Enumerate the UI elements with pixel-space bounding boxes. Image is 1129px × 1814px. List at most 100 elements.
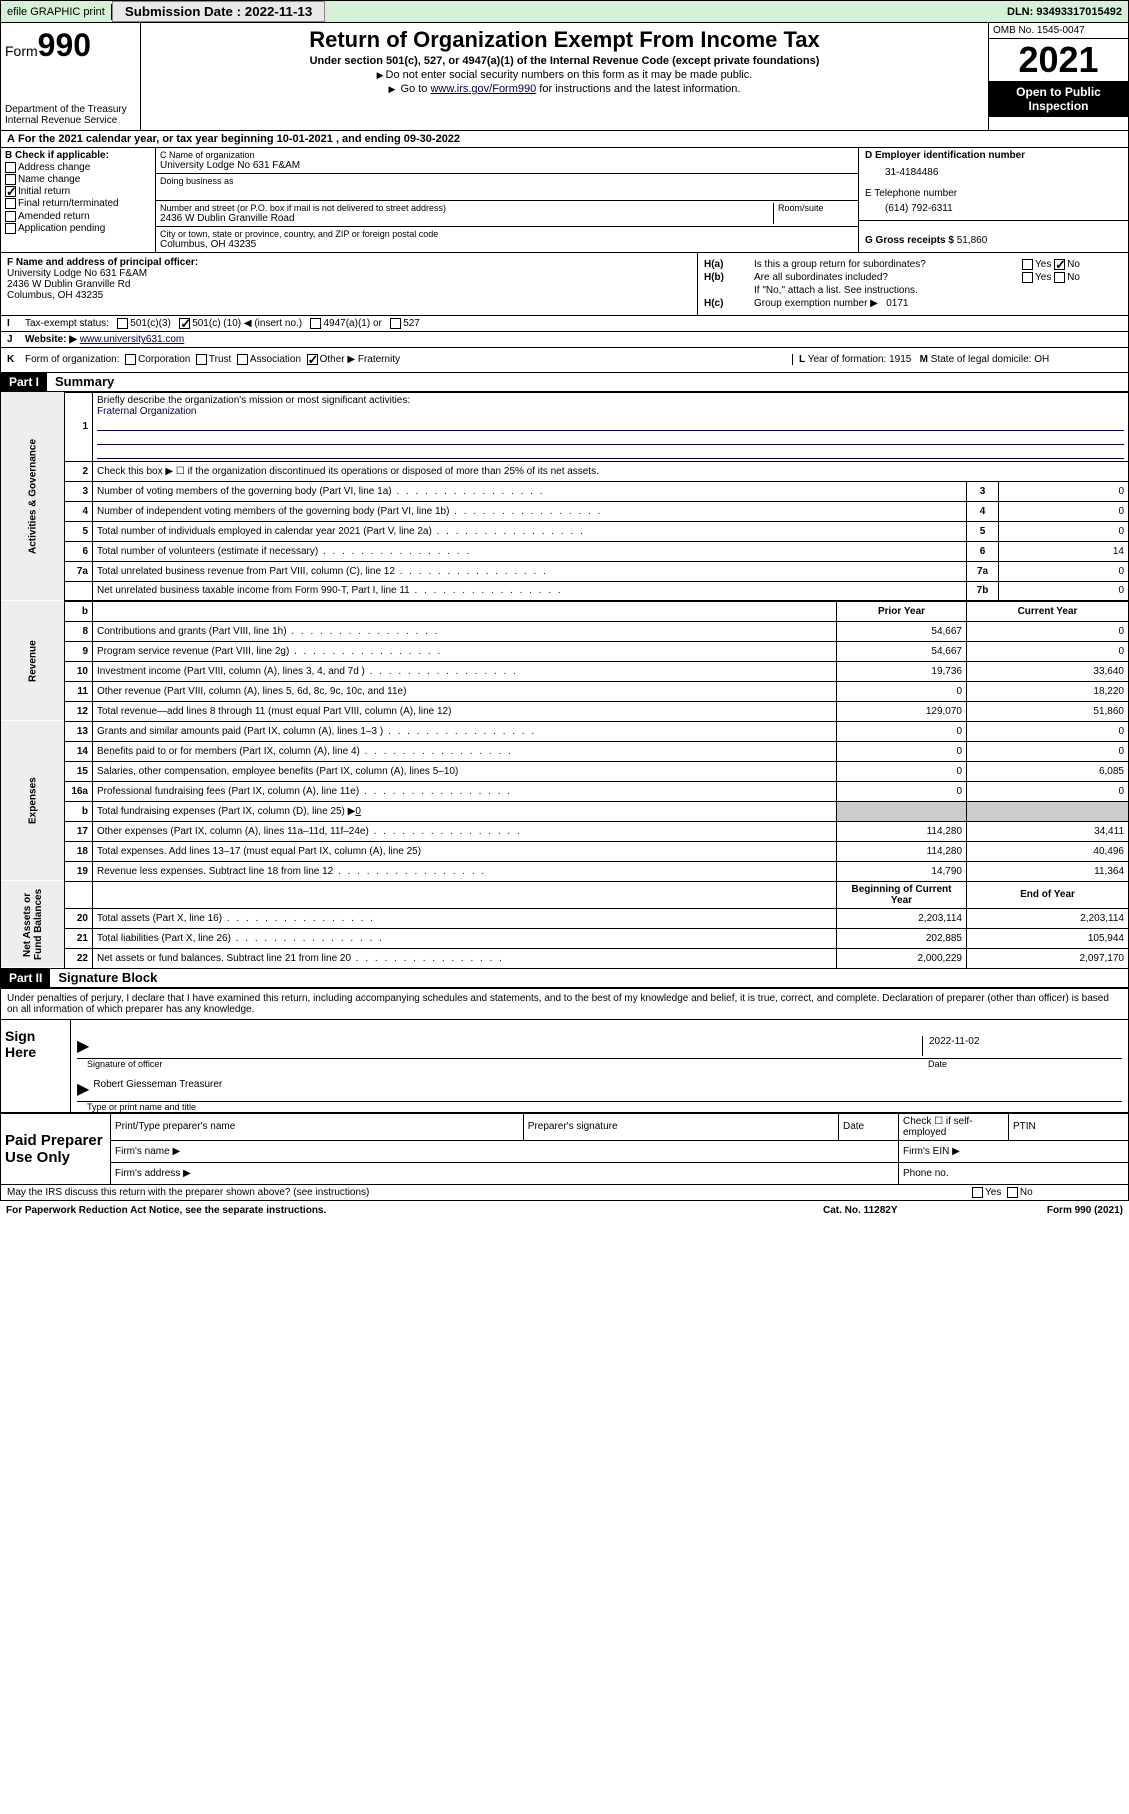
line-7b-val: 0 [999,581,1129,601]
side-activities: Activities & Governance [1,392,65,601]
mission-text: Fraternal Organization [97,406,197,417]
ha-answer: Yes No [1022,259,1122,270]
ein-cell: D Employer identification number 31-4184… [859,148,1128,186]
gross-cell: G Gross receipts $ 51,860 [859,221,1128,248]
part-2-label: Part II [1,969,50,987]
box-c: C Name of organization University Lodge … [156,148,858,252]
subtitle-3: Go to www.irs.gov/Form990 for instructio… [149,83,980,95]
pra-label: For Paperwork Reduction Act Notice, see … [6,1205,823,1216]
dept-label: Department of the Treasury Internal Reve… [5,104,136,126]
hc-value: 0171 [886,298,908,309]
form-title: Return of Organization Exempt From Incom… [149,27,980,53]
city-label: City or town, state or province, country… [160,229,854,239]
line-2: Check this box ▶ ☐ if the organization d… [93,461,1129,481]
cb-name-change[interactable]: Name change [5,174,151,185]
officer-addr1: 2436 W Dublin Granville Rd [7,279,130,290]
hc-question: Group exemption number ▶ 0171 [754,298,1122,309]
cb-app-pending[interactable]: Application pending [5,223,151,234]
row-j: J Website: ▶ www.university631.com [0,332,1129,348]
part-1-header: Part I Summary [0,373,1129,392]
form-no-label: Form 990 (2021) [973,1205,1123,1216]
prep-label: Paid Preparer Use Only [1,1113,111,1184]
officer-addr2: Columbus, OH 43235 [7,290,103,301]
box-f-label: F Name and address of principal officer: [7,257,198,268]
org-name-value: University Lodge No 631 F&AM [160,160,854,171]
prep-ptin-label: PTIN [1009,1113,1129,1140]
discuss-answer: Yes No [972,1187,1122,1198]
header-right: OMB No. 1545-0047 2021 Open to Public In… [988,23,1128,130]
preparer-table: Paid Preparer Use Only Print/Type prepar… [0,1113,1129,1185]
prep-selfemp-label: Check ☐ if self-employed [899,1113,1009,1140]
line-4-val: 0 [999,501,1129,521]
row-j-content: Website: ▶ www.university631.com [25,334,1122,345]
prep-sig-label: Preparer's signature [523,1113,838,1140]
form-num: 990 [38,27,91,63]
firm-ein-label: Firm's EIN ▶ [899,1140,1129,1162]
row-k-label: K [7,354,25,365]
sig-declaration: Under penalties of perjury, I declare th… [1,989,1128,1020]
subtitle-2: Do not enter social security numbers on … [149,69,980,81]
line-7a-val: 0 [999,561,1129,581]
side-revenue: Revenue [1,601,65,721]
cat-label: Cat. No. 11282Y [823,1205,973,1216]
hb-note: If "No," attach a list. See instructions… [704,285,1122,296]
row-i: I Tax-exempt status: 501(c)(3) 501(c) (1… [0,316,1129,332]
discuss-row: May the IRS discuss this return with the… [0,1185,1129,1201]
sig-arrow-icon: ▶ [77,1036,89,1056]
firm-addr-label: Firm's address ▶ [111,1162,899,1184]
hc-label: H(c) [704,298,754,309]
omb-label: OMB No. 1545-0047 [989,23,1128,39]
form-header: Form990 Department of the Treasury Inter… [0,23,1129,131]
line-4-label: Number of independent voting members of … [97,506,449,517]
row-j-label: J [7,334,25,345]
cb-addr-change[interactable]: Address change [5,162,151,173]
addr-cell: Number and street (or P.O. box if mail i… [156,201,858,227]
line-3-val: 0 [999,481,1129,501]
period-row: A For the 2021 calendar year, or tax yea… [0,131,1129,148]
org-name-cell: C Name of organization University Lodge … [156,148,858,174]
city-value: Columbus, OH 43235 [160,239,854,250]
gross-value: 51,860 [957,235,988,246]
ein-label: D Employer identification number [865,150,1025,161]
website-link[interactable]: www.university631.com [80,334,184,345]
hb-answer: Yes No [1022,272,1122,283]
org-name-label: C Name of organization [160,150,854,160]
ein-value: 31-4184486 [865,161,1122,184]
cb-initial[interactable]: Initial return [5,186,151,197]
side-expenses: Expenses [1,721,65,881]
irs-link[interactable]: www.irs.gov/Form990 [430,83,536,95]
addr-value: 2436 W Dublin Granville Road [160,213,773,224]
box-b-label: B Check if applicable: [5,150,109,161]
summary-table: Activities & Governance 1 Briefly descri… [0,392,1129,969]
row-lm: L Year of formation: 1915 M State of leg… [792,354,1122,365]
cb-final[interactable]: Final return/terminated [5,198,151,209]
topbar-spacer [325,10,1001,14]
ha-label: H(a) [704,259,754,270]
gross-label: G Gross receipts $ [865,235,954,246]
sig-name-label: Type or print name and title [71,1102,1128,1112]
phone-value: (614) 792-6311 [865,199,1122,218]
subtitle-1: Under section 501(c), 527, or 4947(a)(1)… [149,55,980,67]
sig-arrow-icon-2: ▶ [77,1079,89,1099]
line-5-val: 0 [999,521,1129,541]
submission-date-button[interactable]: Submission Date : 2022-11-13 [112,1,325,22]
col-eoy: End of Year [967,881,1129,908]
hb-question: Are all subordinates included? [754,272,1022,283]
line-3-label: Number of voting members of the governin… [97,486,392,497]
part-2-title: Signature Block [50,970,157,985]
sub3-post: for instructions and the latest informat… [536,83,740,95]
box-b: B Check if applicable: Address change Na… [1,148,156,252]
city-cell: City or town, state or province, country… [156,227,858,252]
prep-date-label: Date [839,1113,899,1140]
line-7b-label: Net unrelated business taxable income fr… [97,585,410,596]
line-6-label: Total number of volunteers (estimate if … [97,546,318,557]
line-6-val: 14 [999,541,1129,561]
cb-amended[interactable]: Amended return [5,211,151,222]
phone-label: E Telephone number [865,188,957,199]
form-word: Form [5,43,38,59]
box-f: F Name and address of principal officer:… [1,253,698,315]
signature-block: Under penalties of perjury, I declare th… [0,988,1129,1113]
hb-label: H(b) [704,272,754,283]
firm-phone-label: Phone no. [899,1162,1129,1184]
ha-question: Is this a group return for subordinates? [754,259,1022,270]
